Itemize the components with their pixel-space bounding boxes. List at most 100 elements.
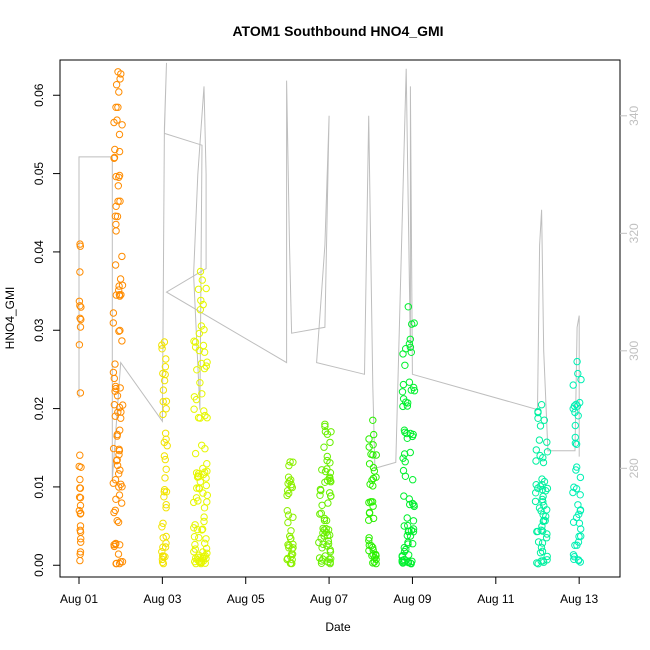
- data-point: [537, 526, 545, 534]
- data-point: [162, 355, 170, 363]
- data-point: [193, 366, 201, 374]
- data-point: [76, 451, 84, 459]
- data-point: [196, 267, 205, 276]
- data-point: [109, 309, 118, 317]
- data-point: [197, 322, 206, 330]
- data-point: [198, 276, 207, 284]
- data-point: [372, 555, 380, 564]
- data-point: [191, 449, 200, 458]
- data-point: [399, 395, 408, 403]
- data-point: [574, 501, 582, 509]
- data-point: [326, 438, 334, 447]
- data-point: [288, 555, 296, 564]
- data-point: [405, 495, 413, 503]
- data-point: [115, 173, 123, 182]
- data-point: [116, 466, 124, 474]
- data-point: [372, 550, 380, 559]
- data-point: [536, 482, 544, 490]
- data-point: [112, 457, 121, 465]
- data-point: [112, 81, 121, 89]
- data-point: [76, 475, 84, 484]
- data-point: [287, 534, 295, 543]
- data-point: [365, 509, 374, 517]
- data-point: [115, 327, 123, 335]
- data-point: [116, 384, 124, 392]
- data-point: [570, 553, 579, 561]
- data-point: [400, 492, 408, 500]
- data-point: [410, 383, 418, 392]
- data-point: [576, 491, 584, 499]
- data-point: [406, 500, 414, 509]
- data-point: [190, 533, 199, 541]
- data-point: [402, 545, 410, 554]
- data-point: [115, 470, 123, 478]
- data-point: [194, 285, 203, 293]
- data-point: [111, 212, 120, 220]
- data-point: [543, 448, 552, 456]
- data-point: [197, 559, 205, 568]
- data-point: [159, 397, 167, 406]
- data-point: [199, 470, 208, 479]
- data-point: [400, 555, 408, 564]
- data-point: [111, 261, 120, 269]
- data-point: [159, 552, 168, 561]
- data-point: [76, 522, 85, 530]
- data-point: [115, 450, 123, 459]
- data-point: [114, 68, 122, 76]
- data-point: [365, 498, 373, 507]
- data-point: [160, 438, 169, 447]
- data-point: [162, 501, 170, 509]
- data-point: [324, 526, 333, 534]
- data-point: [540, 477, 549, 486]
- data-point: [369, 416, 377, 424]
- data-point: [118, 337, 126, 345]
- data-point: [76, 314, 84, 322]
- data-point: [159, 543, 167, 551]
- data-point: [371, 554, 379, 562]
- data-point: [111, 145, 119, 154]
- data-point: [399, 559, 407, 567]
- data-point: [162, 397, 171, 405]
- x-tick-label: Aug 05: [227, 592, 265, 606]
- data-point: [109, 319, 118, 327]
- data-point: [162, 488, 171, 496]
- data-point: [370, 467, 379, 475]
- data-point: [203, 498, 211, 506]
- data-point: [569, 518, 578, 526]
- x-tick-label: Aug 13: [560, 592, 598, 606]
- data-point: [113, 116, 121, 124]
- data-point: [77, 509, 85, 517]
- data-point: [162, 504, 170, 512]
- data-point: [197, 359, 206, 368]
- data-point: [190, 524, 198, 532]
- data-point: [202, 481, 211, 490]
- data-point: [198, 390, 206, 398]
- data-point: [198, 525, 207, 533]
- data-point: [110, 154, 118, 163]
- data-point: [199, 489, 207, 497]
- data-point: [323, 452, 331, 461]
- chart-title: ATOM1 Southbound HNO4_GMI: [232, 23, 443, 39]
- data-point: [403, 531, 411, 540]
- data-point: [532, 457, 540, 465]
- data-point: [109, 444, 118, 453]
- data-point: [162, 465, 170, 473]
- data-point: [542, 534, 551, 542]
- data-point: [541, 517, 549, 525]
- data-point: [316, 491, 324, 499]
- data-point: [538, 539, 547, 547]
- data-point: [326, 547, 335, 556]
- data-point: [76, 268, 84, 276]
- data-point: [159, 386, 168, 394]
- data-point: [284, 511, 293, 519]
- plot-frame: [59, 59, 621, 578]
- data-point: [369, 514, 378, 523]
- data-point: [191, 338, 200, 346]
- data-point: [365, 443, 373, 451]
- data-point: [572, 440, 581, 448]
- data-point: [116, 275, 125, 283]
- data-point: [401, 361, 409, 369]
- data-point: [190, 548, 198, 556]
- data-point: [193, 484, 201, 492]
- data-point: [321, 422, 329, 431]
